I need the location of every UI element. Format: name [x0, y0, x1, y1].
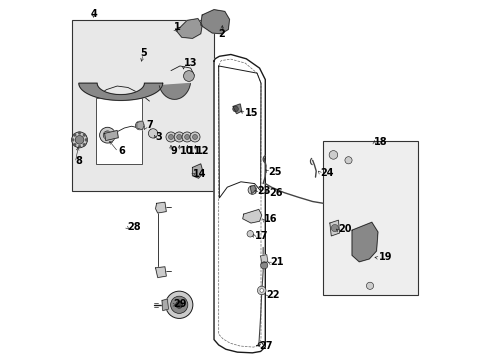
Polygon shape	[79, 83, 163, 100]
Text: 13: 13	[183, 58, 197, 68]
Polygon shape	[137, 121, 144, 130]
Circle shape	[366, 282, 373, 289]
Polygon shape	[162, 299, 168, 311]
Text: 8: 8	[75, 156, 82, 166]
Text: 28: 28	[126, 222, 140, 231]
Text: 5: 5	[140, 48, 147, 58]
Polygon shape	[155, 267, 166, 278]
Circle shape	[168, 134, 173, 139]
Circle shape	[182, 132, 192, 142]
Circle shape	[100, 127, 115, 143]
Circle shape	[103, 131, 112, 139]
Text: 7: 7	[145, 121, 152, 130]
Text: 26: 26	[268, 188, 282, 198]
Text: 17: 17	[254, 231, 267, 240]
Circle shape	[246, 230, 253, 237]
Circle shape	[176, 134, 182, 139]
Circle shape	[247, 186, 256, 194]
Circle shape	[232, 106, 238, 112]
Circle shape	[78, 145, 81, 148]
Text: 19: 19	[378, 252, 392, 262]
Circle shape	[165, 291, 192, 319]
Bar	[96, 98, 142, 164]
Text: 14: 14	[192, 168, 205, 179]
Circle shape	[72, 132, 87, 148]
Polygon shape	[242, 210, 261, 223]
Text: 22: 22	[266, 291, 280, 301]
Circle shape	[184, 134, 189, 139]
Circle shape	[175, 301, 183, 309]
Text: 29: 29	[173, 299, 186, 309]
Bar	[72, 21, 214, 191]
Circle shape	[75, 135, 83, 144]
Circle shape	[148, 129, 158, 138]
Circle shape	[344, 157, 351, 164]
Circle shape	[73, 134, 76, 136]
Polygon shape	[201, 10, 229, 34]
Polygon shape	[250, 185, 255, 194]
Text: 10: 10	[179, 145, 193, 156]
Text: 6: 6	[118, 145, 125, 156]
Polygon shape	[233, 104, 241, 114]
Text: 15: 15	[244, 108, 258, 118]
Circle shape	[165, 132, 176, 142]
Text: 18: 18	[373, 138, 387, 147]
Text: 11: 11	[187, 145, 201, 156]
Polygon shape	[155, 202, 166, 213]
Text: 4: 4	[90, 9, 97, 19]
Circle shape	[73, 143, 76, 146]
Circle shape	[170, 296, 187, 314]
Text: 21: 21	[270, 257, 283, 267]
Circle shape	[192, 134, 197, 139]
Circle shape	[78, 132, 81, 134]
Circle shape	[85, 138, 88, 141]
Text: 16: 16	[264, 215, 277, 224]
Circle shape	[330, 225, 338, 231]
Polygon shape	[104, 131, 118, 140]
Text: 9: 9	[171, 145, 177, 156]
Polygon shape	[329, 220, 339, 236]
Polygon shape	[260, 255, 267, 263]
Circle shape	[135, 121, 144, 130]
Text: 12: 12	[196, 145, 209, 156]
Bar	[323, 140, 418, 295]
Circle shape	[83, 143, 85, 146]
Circle shape	[183, 71, 194, 81]
Circle shape	[83, 134, 85, 136]
Text: 2: 2	[218, 29, 225, 39]
Circle shape	[174, 132, 184, 142]
Polygon shape	[159, 84, 190, 99]
Text: 24: 24	[320, 168, 333, 178]
Polygon shape	[192, 164, 203, 178]
Circle shape	[328, 150, 337, 159]
Text: 20: 20	[338, 225, 351, 234]
Text: 27: 27	[258, 341, 272, 351]
Polygon shape	[351, 222, 377, 262]
Text: 23: 23	[257, 186, 270, 197]
Polygon shape	[177, 19, 202, 39]
Text: 1: 1	[173, 22, 180, 32]
Circle shape	[260, 289, 263, 292]
Circle shape	[257, 286, 265, 295]
Circle shape	[190, 132, 200, 142]
Circle shape	[260, 262, 267, 269]
Circle shape	[71, 138, 74, 141]
Polygon shape	[214, 54, 265, 353]
Text: 3: 3	[155, 132, 162, 142]
Text: 25: 25	[268, 167, 282, 177]
